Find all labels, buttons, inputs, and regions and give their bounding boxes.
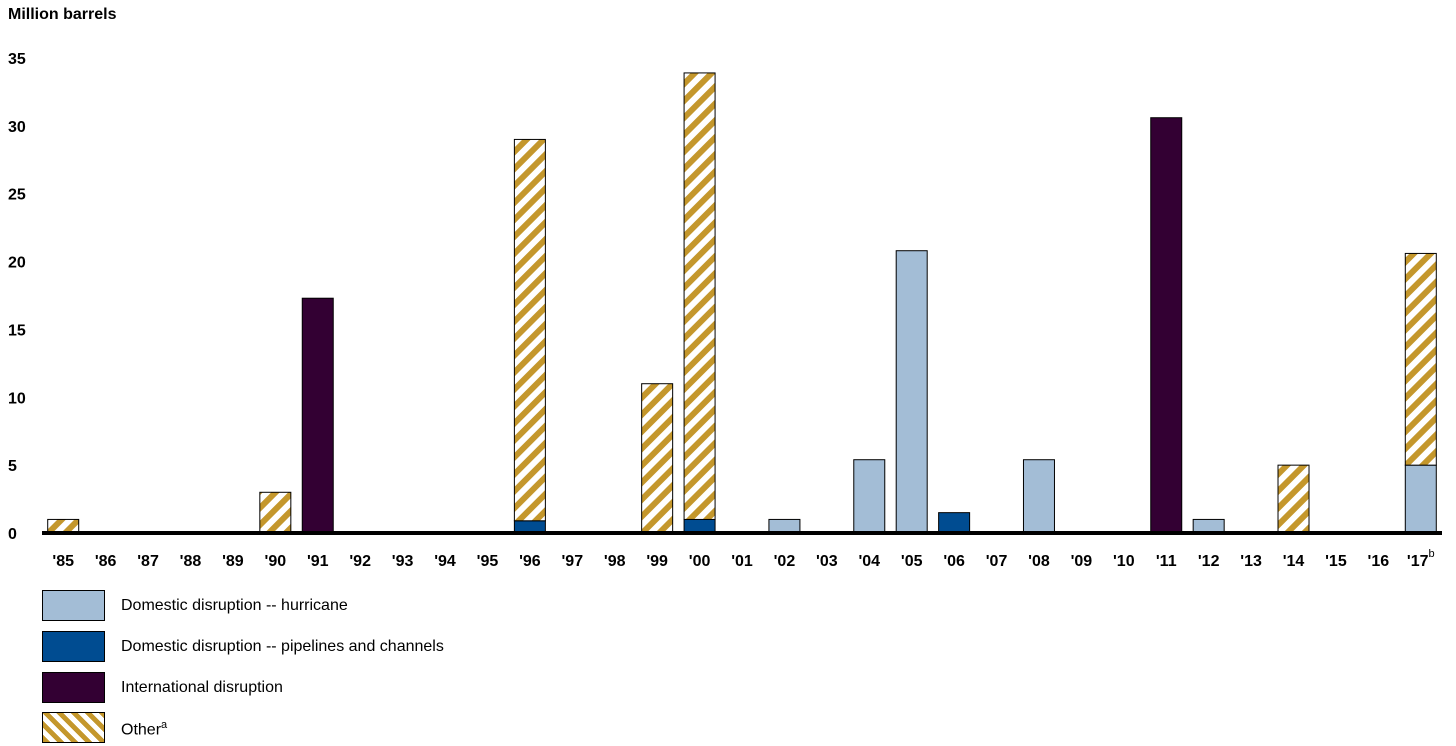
y-tick-label: 10 — [8, 390, 26, 407]
x-tick-label: '97 — [561, 553, 583, 570]
legend-item-hurricane: Domestic disruption -- hurricane — [42, 590, 642, 622]
y-tick-label: 30 — [8, 119, 26, 136]
bar-chart: 0 5 10 15 20 25 30 35 '85 '86 '87 '88 '89 '90 '91 '92 '9… — [8, 51, 1442, 570]
x-tick-label: '95 — [477, 553, 499, 570]
y-tick-label: 25 — [8, 187, 26, 204]
x-tick-label: '09 — [1071, 553, 1093, 570]
y-axis-title: Million barrels — [8, 6, 117, 23]
x-tick-label: '05 — [901, 553, 923, 570]
x-tick-label: '04 — [858, 553, 880, 570]
legend-label-pipelines: Domestic disruption -- pipelines and cha… — [121, 638, 444, 655]
x-tick-label: '06 — [943, 553, 965, 570]
legend-label-international: International disruption — [121, 679, 283, 696]
bar-08-series-0 — [1022, 459, 1055, 534]
x-tick-label: '87 — [137, 553, 159, 570]
x-tick-label: '99 — [646, 553, 668, 570]
x-tick-label: '00 — [689, 553, 711, 570]
legend-swatch-hurricane — [42, 590, 105, 621]
legend-label-other-text: Other — [121, 721, 162, 739]
x-tick-footnote: b — [1429, 548, 1435, 560]
x-tick-label: '10 — [1113, 553, 1135, 570]
x-tick-label: '01 — [731, 553, 753, 570]
bar-11-series-2 — [1150, 117, 1183, 534]
x-tick-label: '90 — [265, 553, 287, 570]
x-tick-label: '16 — [1368, 553, 1390, 570]
x-tick-label: '17b — [1407, 548, 1435, 570]
x-axis-line — [42, 531, 1442, 535]
x-tick-label: '13 — [1240, 553, 1262, 570]
legend-item-pipelines: Domestic disruption -- pipelines and cha… — [42, 631, 642, 663]
bar-85-series-3 — [47, 518, 80, 534]
x-tick-label: '08 — [1028, 553, 1050, 570]
legend-swatch-pipelines — [42, 631, 105, 662]
x-tick-label: '98 — [604, 553, 626, 570]
x-tick-label: '92 — [349, 553, 371, 570]
legend-label-other-footnote: a — [161, 719, 168, 731]
x-tick-label: '89 — [222, 553, 244, 570]
x-tick-label: '88 — [180, 553, 202, 570]
legend-item-other: Othera — [42, 712, 642, 744]
bar-99-series-3 — [641, 383, 674, 534]
y-tick-label: 20 — [8, 255, 26, 272]
bar-17-series-3 — [1404, 252, 1437, 466]
legend-label-other: Othera — [121, 719, 167, 739]
axes: 0 5 10 15 20 25 30 35 '85 '86 '87 '88 '89 '90 '91 '92 '9… — [8, 51, 1442, 570]
bar-00-series-3 — [683, 72, 716, 520]
legend-label-hurricane: Domestic disruption -- hurricane — [121, 597, 348, 614]
x-tick-label: '07 — [986, 553, 1008, 570]
x-tick-label: '15 — [1325, 553, 1347, 570]
bar-02-series-0 — [768, 518, 801, 534]
x-tick-label: '14 — [1283, 553, 1305, 570]
bar-14-series-3 — [1277, 464, 1310, 534]
x-tick-label: '94 — [434, 553, 456, 570]
bar-90-series-3 — [259, 491, 292, 534]
y-tick-label: 15 — [8, 322, 26, 339]
legend-swatch-other — [42, 712, 105, 743]
x-tick-label: '02 — [774, 553, 796, 570]
bar-96-series-3 — [513, 138, 546, 522]
bars-layer — [47, 72, 1437, 534]
bar-05-series-0 — [895, 250, 928, 534]
y-tick-label: 35 — [8, 51, 26, 68]
bar-06-series-1 — [938, 512, 971, 534]
x-tick-label: '91 — [307, 553, 329, 570]
x-tick-label: '86 — [95, 553, 117, 570]
bar-00-series-1 — [683, 518, 716, 534]
legend-item-international: International disruption — [42, 672, 642, 704]
y-tick-label: 0 — [8, 526, 17, 543]
x-tick-label: '12 — [1198, 553, 1220, 570]
bar-91-series-2 — [301, 297, 334, 534]
bar-12-series-0 — [1192, 518, 1225, 534]
x-tick-label: '93 — [392, 553, 414, 570]
y-tick-label: 5 — [8, 458, 17, 475]
x-tick-label: '11 — [1156, 553, 1177, 570]
x-tick-label: '96 — [519, 553, 541, 570]
bar-04-series-0 — [853, 459, 886, 534]
x-tick-label: '85 — [52, 553, 74, 570]
legend-swatch-international — [42, 672, 105, 703]
x-tick-label: '03 — [816, 553, 838, 570]
bar-17-series-0 — [1404, 464, 1437, 534]
